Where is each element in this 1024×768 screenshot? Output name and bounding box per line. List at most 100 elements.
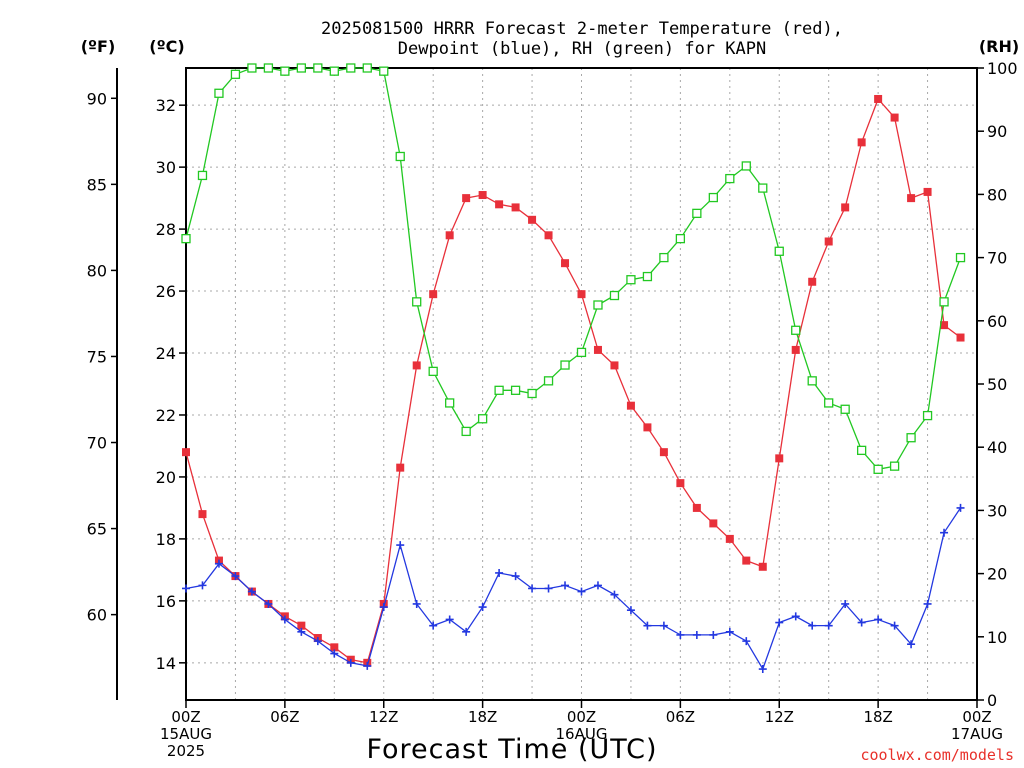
temperature-point xyxy=(593,345,602,354)
temperature-point xyxy=(857,138,866,147)
celsius-tick-label: 22 xyxy=(156,406,176,425)
temperature-point xyxy=(330,643,339,652)
temperature-point xyxy=(808,277,817,286)
x-tick-label: 16AUG xyxy=(556,725,608,743)
rh-point xyxy=(230,69,241,79)
rh-point xyxy=(692,208,702,219)
x-tick-label: 06Z xyxy=(270,708,299,726)
rh-unit-label: (RH) xyxy=(979,37,1019,56)
temperature-point xyxy=(445,231,454,240)
dewpoint-point xyxy=(561,581,570,590)
dewpoint-line xyxy=(185,507,962,671)
dewpoint-point xyxy=(478,603,487,612)
rh-point xyxy=(906,433,916,443)
rh-point xyxy=(263,63,274,73)
rh-tick-label: 100 xyxy=(987,59,1018,78)
dewpoint-point xyxy=(363,661,372,670)
temperature-point xyxy=(692,503,701,512)
rh-point xyxy=(428,366,438,377)
dewpoint-point xyxy=(692,630,701,639)
rh-point xyxy=(824,398,834,408)
temperature-point xyxy=(874,94,883,103)
dewpoint-point xyxy=(791,612,800,621)
rh-point xyxy=(313,63,323,73)
dewpoint-point xyxy=(429,621,438,630)
rh-point xyxy=(642,271,653,282)
temperature-point xyxy=(626,401,635,410)
rh-tick-label: 0 xyxy=(987,691,997,710)
temperature-point xyxy=(429,290,438,299)
dewpoint-point xyxy=(511,572,520,581)
temperature-point xyxy=(791,345,800,354)
fahrenheit-tick-label: 75 xyxy=(87,347,107,366)
rh-tick-label: 20 xyxy=(987,565,1007,584)
rh-point xyxy=(774,246,784,256)
x-tick-label: 17AUG xyxy=(951,725,1003,743)
rh-tick-label: 90 xyxy=(987,122,1007,141)
x-tick-label: 15AUG xyxy=(160,725,212,743)
dewpoint-point xyxy=(841,599,850,608)
dewpoint-point xyxy=(231,572,240,581)
dewpoint-point xyxy=(808,621,817,630)
rh-point xyxy=(329,66,339,76)
dewpoint-point xyxy=(907,640,916,649)
dewpoint-point xyxy=(643,621,652,630)
temperature-point xyxy=(396,463,405,472)
temperature-point xyxy=(544,231,553,240)
rh-point xyxy=(527,388,537,399)
rh-point xyxy=(247,63,257,73)
temperature-point xyxy=(676,479,685,488)
dewpoint-point xyxy=(247,587,256,596)
temperature-point xyxy=(643,423,652,432)
rh-point xyxy=(807,376,817,386)
fahrenheit-tick-label: 90 xyxy=(87,89,107,108)
x-tick-label: 12Z xyxy=(369,708,398,726)
fahrenheit-tick-label: 70 xyxy=(87,434,107,453)
rh-point xyxy=(939,297,949,307)
dewpoint-point xyxy=(758,665,767,674)
rh-point xyxy=(362,63,372,73)
celsius-tick-label: 20 xyxy=(156,468,176,487)
dewpoint-point xyxy=(379,603,388,612)
rh-point xyxy=(296,63,307,73)
rh-tick-label: 80 xyxy=(987,185,1007,204)
temperature-point xyxy=(775,454,784,463)
fahrenheit-tick-label: 60 xyxy=(87,606,107,625)
rh-point xyxy=(922,410,933,421)
dewpoint-point xyxy=(626,606,635,615)
rh-point xyxy=(494,385,504,395)
temperature-point xyxy=(478,191,487,200)
temperature-point xyxy=(824,237,833,246)
rh-point xyxy=(395,151,405,162)
dewpoint-point xyxy=(280,615,289,624)
dewpoint-point xyxy=(264,599,273,608)
rh-point xyxy=(379,66,389,76)
temperature-point xyxy=(890,113,899,122)
temperature-point xyxy=(742,556,751,565)
celsius-tick-label: 24 xyxy=(156,344,176,363)
axes xyxy=(111,67,984,708)
x-tick-label: 18Z xyxy=(863,708,892,726)
rh-point xyxy=(197,170,208,181)
rh-point xyxy=(510,385,521,395)
rh-point xyxy=(214,88,224,98)
x-tick-label: 00Z xyxy=(962,708,991,726)
dewpoint-point xyxy=(956,503,965,512)
dewpoint-point xyxy=(857,618,866,627)
rh-point xyxy=(560,360,570,370)
grid-lines xyxy=(186,68,977,700)
rh-point xyxy=(955,252,966,263)
rh-point xyxy=(626,275,636,285)
dewpoint-point xyxy=(923,599,932,608)
celsius-tick-label: 32 xyxy=(156,96,176,115)
fahrenheit-tick-label: 80 xyxy=(87,261,107,280)
x-tick-label: 2025 xyxy=(167,742,205,760)
celsius-tick-label: 14 xyxy=(156,654,176,673)
rh-tick-label: 60 xyxy=(987,312,1007,331)
rh-point xyxy=(741,161,751,171)
dewpoint-point xyxy=(940,528,949,537)
credit-label: coolwx.com/models xyxy=(860,746,1014,764)
rh-series xyxy=(181,63,966,474)
